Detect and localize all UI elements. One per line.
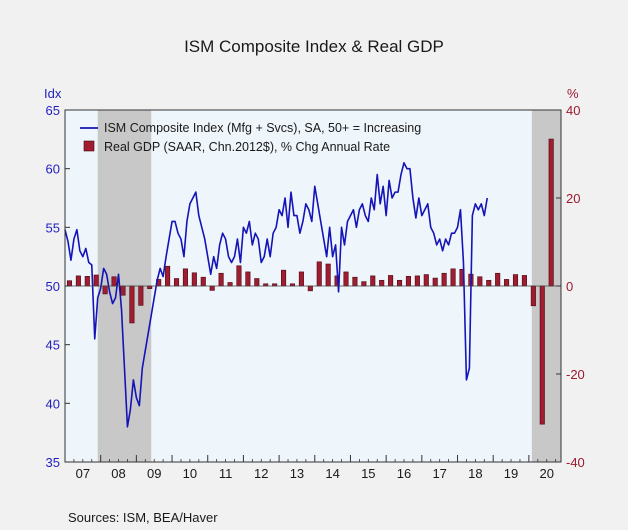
- left-tick-label-0: 35: [46, 455, 60, 470]
- gdp-bar-43: [450, 268, 456, 287]
- gdp-bar-3: [93, 274, 99, 287]
- gdp-bar-40: [423, 274, 429, 287]
- x-tick-label-7: 14: [325, 466, 339, 481]
- gdp-bar-17: [218, 272, 224, 287]
- gdp-bar-20: [245, 271, 251, 287]
- x-tick-label-1: 08: [111, 466, 125, 481]
- gdp-bar-29: [325, 263, 331, 287]
- chart-title: ISM Composite Index & Real GDP: [184, 37, 444, 56]
- x-tick-label-6: 13: [290, 466, 304, 481]
- left-axis-unit: Idx: [44, 86, 62, 101]
- x-tick-label-0: 07: [76, 466, 90, 481]
- x-tick-label-10: 17: [432, 466, 446, 481]
- gdp-bar-6: [120, 285, 126, 296]
- gdp-bar-50: [512, 274, 519, 287]
- gdp-bar-18: [227, 282, 233, 287]
- gdp-bar-39: [414, 275, 420, 287]
- gdp-bar-52: [530, 285, 536, 307]
- x-tick-label-11: 18: [468, 466, 482, 481]
- source-note: Sources: ISM, BEA/Haver: [68, 510, 218, 525]
- gdp-bar-5: [111, 276, 117, 287]
- gdp-bar-51: [521, 275, 527, 287]
- right-tick-label-0: -40: [566, 455, 585, 470]
- gdp-bar-42: [441, 272, 447, 287]
- gdp-bar-37: [396, 279, 403, 287]
- left-tick-label-6: 65: [46, 103, 60, 118]
- right-tick-label-2: 0: [566, 279, 573, 294]
- gdp-bar-32: [352, 276, 358, 287]
- gdp-bar-34: [370, 275, 376, 287]
- right-tick-label-3: 20: [566, 191, 580, 206]
- left-tick-label-3: 50: [46, 279, 60, 294]
- gdp-bar-38: [405, 276, 411, 287]
- gdp-bar-8: [138, 285, 144, 306]
- gdp-bar-41: [432, 277, 438, 287]
- left-tick-label-2: 45: [46, 338, 60, 353]
- gdp-bar-7: [129, 285, 135, 324]
- gdp-bar-12: [173, 278, 180, 287]
- gdp-bar-54: [548, 138, 554, 287]
- legend-label-gdp: Real GDP (SAAR, Chn.2012$), % Chg Annual…: [104, 140, 390, 154]
- gdp-bar-14: [191, 272, 197, 287]
- gdp-bar-13: [182, 268, 188, 287]
- gdp-bar-46: [477, 276, 483, 287]
- gdp-bar-48: [495, 272, 501, 287]
- gdp-bar-19: [236, 265, 242, 287]
- x-tick-label-13: 20: [539, 466, 553, 481]
- x-tick-label-9: 16: [397, 466, 411, 481]
- gdp-bar-36: [388, 275, 394, 287]
- right-axis-unit: %: [567, 86, 579, 101]
- x-tick-label-12: 19: [504, 466, 518, 481]
- left-tick-label-4: 55: [46, 220, 60, 235]
- gdp-bar-15: [200, 276, 206, 287]
- gdp-bar-2: [84, 276, 90, 287]
- ism-line: [64, 162, 489, 428]
- left-tick-label-5: 60: [46, 162, 60, 177]
- gdp-bar-53: [539, 285, 545, 425]
- gdp-bar-49: [504, 279, 510, 287]
- gdp-bar-1: [75, 275, 81, 287]
- x-tick-label-8: 15: [361, 466, 375, 481]
- gdp-bar-33: [361, 281, 367, 287]
- gdp-bar-26: [298, 271, 304, 287]
- x-tick-label-2: 09: [147, 466, 161, 481]
- legend-swatch-gdp: [83, 140, 95, 152]
- legend-label-ism: ISM Composite Index (Mfg + Svcs), SA, 50…: [104, 121, 421, 135]
- gdp-bar-21: [254, 278, 260, 287]
- gdp-bar-35: [379, 279, 385, 287]
- x-tick-label-3: 10: [183, 466, 197, 481]
- left-tick-label-1: 40: [46, 396, 60, 411]
- gdp-bar-16: [209, 285, 215, 291]
- gdp-bar-24: [281, 269, 287, 287]
- gdp-bar-27: [307, 285, 313, 292]
- gdp-bar-47: [486, 279, 492, 287]
- gdp-bar-11: [165, 265, 171, 287]
- gdp-bar-28: [316, 261, 322, 287]
- x-tick-label-5: 12: [254, 466, 268, 481]
- gdp-bar-4: [102, 285, 108, 295]
- x-tick-label-4: 11: [219, 466, 233, 481]
- right-tick-label-4: 40: [566, 103, 580, 118]
- gdp-bar-31: [343, 271, 349, 287]
- gdp-bar-0: [66, 280, 72, 287]
- right-tick-label-1: -20: [566, 367, 585, 382]
